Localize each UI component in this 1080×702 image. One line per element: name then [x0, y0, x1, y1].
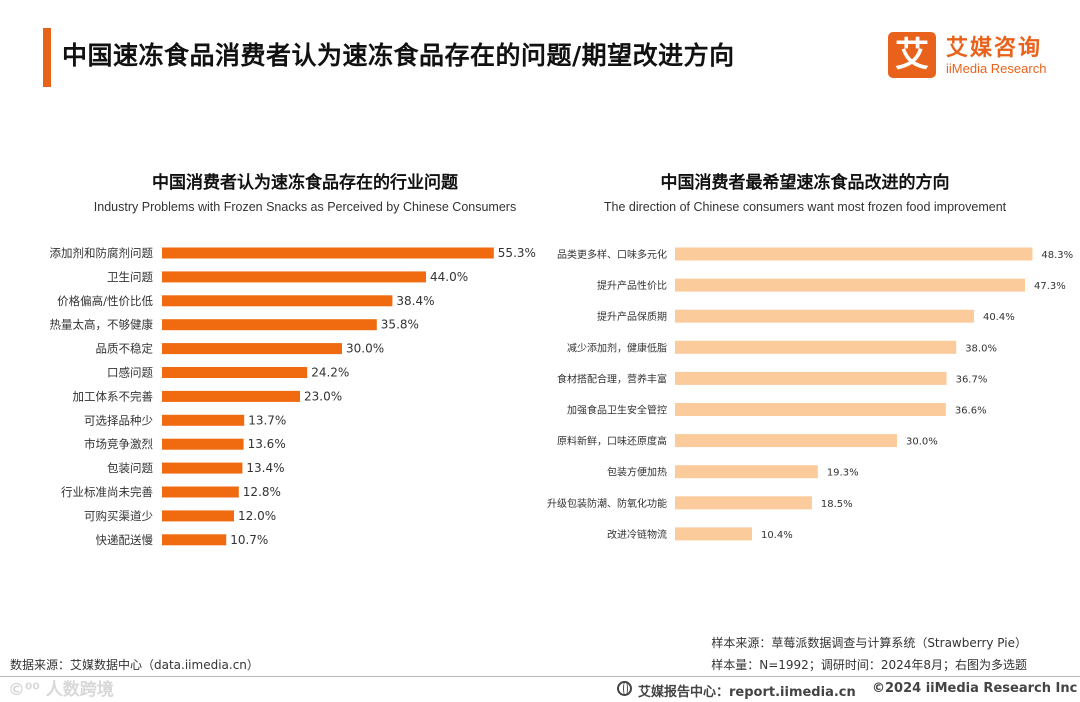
value-label: 13.6%	[248, 437, 286, 451]
footer-divider	[0, 676, 1080, 677]
bar	[675, 340, 957, 354]
bar	[162, 367, 308, 378]
category-label: 卫生问题	[107, 270, 153, 284]
bar	[162, 343, 342, 355]
category-label: 食材搭配合理，营养丰富	[557, 372, 667, 385]
bar	[162, 462, 243, 474]
category-label: 行业标准尚未完善	[61, 485, 153, 499]
category-label: 加强食品卫生安全管控	[567, 404, 667, 417]
iimedia-logo: 艾 艾媒咨询 iiMedia Research	[888, 30, 1068, 80]
value-label: 55.3%	[498, 246, 536, 260]
category-label: 包装问题	[107, 461, 153, 475]
category-label: 品质不稳定	[96, 342, 154, 356]
value-label: 10.4%	[761, 530, 793, 541]
value-label: 13.7%	[248, 413, 286, 427]
bar	[162, 390, 300, 402]
value-label: 13.4%	[246, 461, 284, 475]
left-chart-subtitle: Industry Problems with Frozen Snacks as …	[93, 200, 517, 214]
logo-chinese-name: 艾媒咨询	[946, 36, 1043, 61]
watermark: ©⁰⁰ 人数跨境	[8, 680, 114, 700]
category-label: 原料新鲜，口味还原度高	[557, 435, 667, 448]
data-source-note: 数据来源：艾媒数据中心（data.iimedia.cn）	[10, 658, 259, 672]
report-center-link[interactable]: 艾媒报告中心：report.iimedia.cn	[638, 685, 856, 700]
category-label: 升级包装防潮、防氧化功能	[547, 497, 667, 510]
value-label: 18.5%	[821, 499, 853, 510]
sample-source-note: 样本来源：草莓派数据调查与计算系统（Strawberry Pie）	[711, 636, 1027, 650]
category-label: 价格偏高/性价比低	[57, 294, 153, 308]
value-label: 30.0%	[346, 342, 384, 356]
category-label: 提升产品性价比	[597, 279, 667, 292]
bar	[675, 309, 974, 323]
category-label: 快递配送慢	[96, 533, 154, 547]
value-label: 12.0%	[238, 509, 276, 523]
bar	[162, 319, 377, 331]
logo-mark: 艾	[888, 32, 936, 78]
page-title: 中国速冻食品消费者认为速冻食品存在的问题/期望改进方向	[62, 41, 735, 70]
bar	[675, 496, 812, 510]
value-label: 35.8%	[381, 318, 419, 332]
bar	[162, 247, 494, 259]
value-label: 44.0%	[430, 270, 468, 284]
logo-english-name: iiMedia Research	[946, 61, 1047, 76]
bar	[675, 527, 752, 541]
bar	[675, 434, 897, 448]
value-label: 38.4%	[396, 294, 434, 308]
left-chart-title: 中国消费者认为速冻食品存在的行业问题	[152, 173, 458, 193]
value-label: 23.0%	[304, 389, 342, 403]
bar	[162, 510, 234, 522]
category-label: 市场竞争激烈	[84, 437, 153, 451]
category-label: 可选择品种少	[84, 413, 153, 427]
value-label: 40.4%	[983, 312, 1015, 323]
category-label: 加工体系不完善	[73, 389, 154, 403]
bar	[675, 278, 1026, 292]
value-label: 36.6%	[955, 406, 987, 417]
bar	[162, 438, 244, 450]
bar	[675, 371, 947, 385]
value-label: 30.0%	[906, 437, 938, 448]
category-label: 口感问题	[107, 366, 153, 380]
right-chart-subtitle: The direction of Chinese consumers want …	[603, 200, 1007, 214]
copyright: ©2024 iiMedia Research Inc	[872, 681, 1078, 696]
bar	[675, 465, 818, 479]
globe-icon	[617, 681, 632, 696]
bar	[162, 534, 227, 546]
value-label: 38.0%	[965, 343, 997, 354]
bar	[162, 414, 245, 426]
value-label: 24.2%	[311, 366, 349, 380]
right-bar-chart: 品类更多样、口味多元化 48.3% 提升产品性价比 47.3% 提升产品保质期 40.4%…	[547, 247, 1073, 541]
category-label: 可购买渠道少	[84, 509, 153, 523]
value-label: 36.7%	[956, 374, 988, 385]
bar	[675, 247, 1033, 261]
sample-info-note: 样本量：N=1992；调研时间：2024年8月；右图为多选题	[711, 658, 1027, 672]
title-accent-bar	[43, 28, 51, 87]
left-bar-chart: 添加剂和防腐剂问题 55.3% 卫生问题 44.0% 价格偏高/性价比低 38.4% 热量太…	[50, 246, 536, 547]
category-label: 包装方便加热	[607, 466, 667, 479]
category-label: 改进冷链物流	[607, 528, 667, 541]
value-label: 47.3%	[1034, 281, 1066, 292]
category-label: 减少添加剂，健康低脂	[567, 341, 667, 354]
category-label: 品类更多样、口味多元化	[557, 248, 667, 261]
value-label: 48.3%	[1041, 250, 1073, 261]
value-label: 10.7%	[230, 533, 268, 547]
value-label: 12.8%	[243, 485, 281, 499]
category-label: 热量太高，不够健康	[50, 318, 154, 332]
right-chart-title: 中国消费者最希望速冻食品改进的方向	[660, 173, 950, 193]
bar	[162, 295, 393, 307]
value-label: 19.3%	[827, 468, 859, 479]
category-label: 添加剂和防腐剂问题	[50, 246, 154, 260]
bar	[162, 271, 426, 283]
category-label: 提升产品保质期	[597, 310, 667, 323]
bar	[162, 486, 239, 498]
bar	[675, 403, 946, 416]
